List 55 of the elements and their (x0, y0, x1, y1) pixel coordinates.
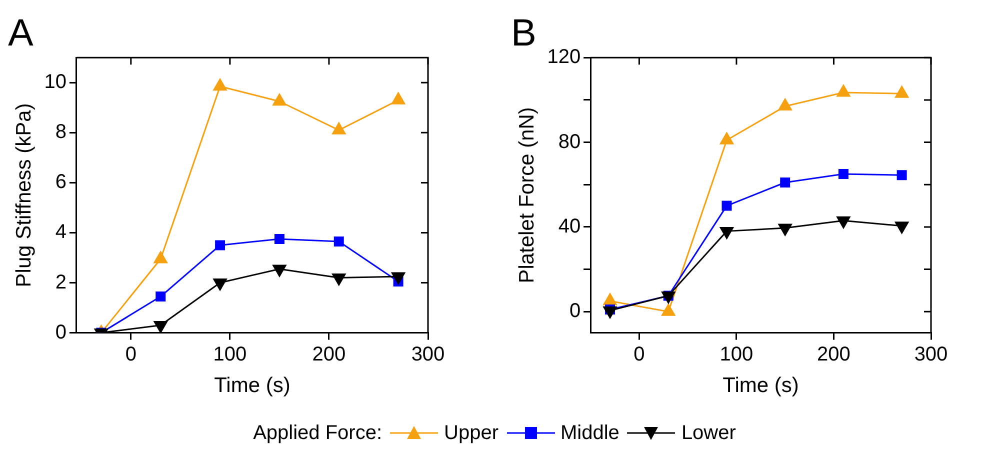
x-tick-label: 0 (125, 343, 136, 366)
x-tick-label: 300 (411, 343, 445, 366)
point (274, 234, 284, 244)
point (391, 92, 406, 104)
point (332, 122, 346, 134)
point (156, 292, 166, 302)
x-tick-label: 100 (213, 343, 247, 366)
point (391, 272, 406, 284)
legend-title: Applied Force: (253, 422, 382, 444)
point (272, 94, 286, 106)
x-axis-title: Time (s) (722, 374, 799, 398)
point (780, 178, 790, 188)
y-tick-label: 0 (569, 300, 581, 322)
point (895, 86, 909, 98)
point (836, 84, 850, 97)
point (662, 292, 676, 304)
y-tick-label: 4 (55, 221, 66, 244)
point (332, 274, 346, 286)
y-tick-label: 40 (558, 215, 581, 238)
legend-label: Upper (444, 422, 499, 444)
point (778, 98, 792, 111)
point (838, 169, 848, 180)
point (215, 240, 226, 250)
y-tick-label: 2 (55, 271, 66, 294)
x-tick-label: 200 (817, 343, 850, 366)
y-tick-label: 80 (558, 130, 581, 153)
y-axis-title: Platelet Force (nN) (515, 107, 538, 284)
y-tick-label: 120 (547, 46, 581, 68)
point (334, 236, 344, 246)
chart-title: B (511, 12, 536, 54)
point (896, 170, 907, 180)
point (722, 200, 732, 211)
point (213, 78, 227, 91)
legend-label: Middle (560, 422, 620, 444)
y-tick-label: 8 (55, 121, 66, 144)
point (272, 264, 286, 277)
point (603, 306, 617, 318)
point (836, 216, 850, 228)
x-tick-label: 200 (312, 343, 346, 366)
x-tick-label: 300 (914, 343, 948, 366)
point (720, 226, 734, 239)
x-tick-label: 100 (720, 343, 754, 366)
point (154, 321, 168, 333)
x-tick-label: 0 (634, 343, 645, 366)
legend-label: Lower (681, 422, 736, 444)
point (213, 278, 227, 291)
chart-title: A (8, 12, 34, 54)
point (895, 222, 909, 234)
x-axis-title: Time (s) (214, 374, 290, 398)
point (720, 132, 734, 144)
y-tick-label: 10 (44, 71, 66, 94)
y-tick-label: 0 (55, 321, 66, 344)
y-axis-title: Plug Stiffness (kPa) (12, 103, 36, 288)
point (778, 224, 792, 236)
y-tick-label: 6 (55, 171, 66, 194)
